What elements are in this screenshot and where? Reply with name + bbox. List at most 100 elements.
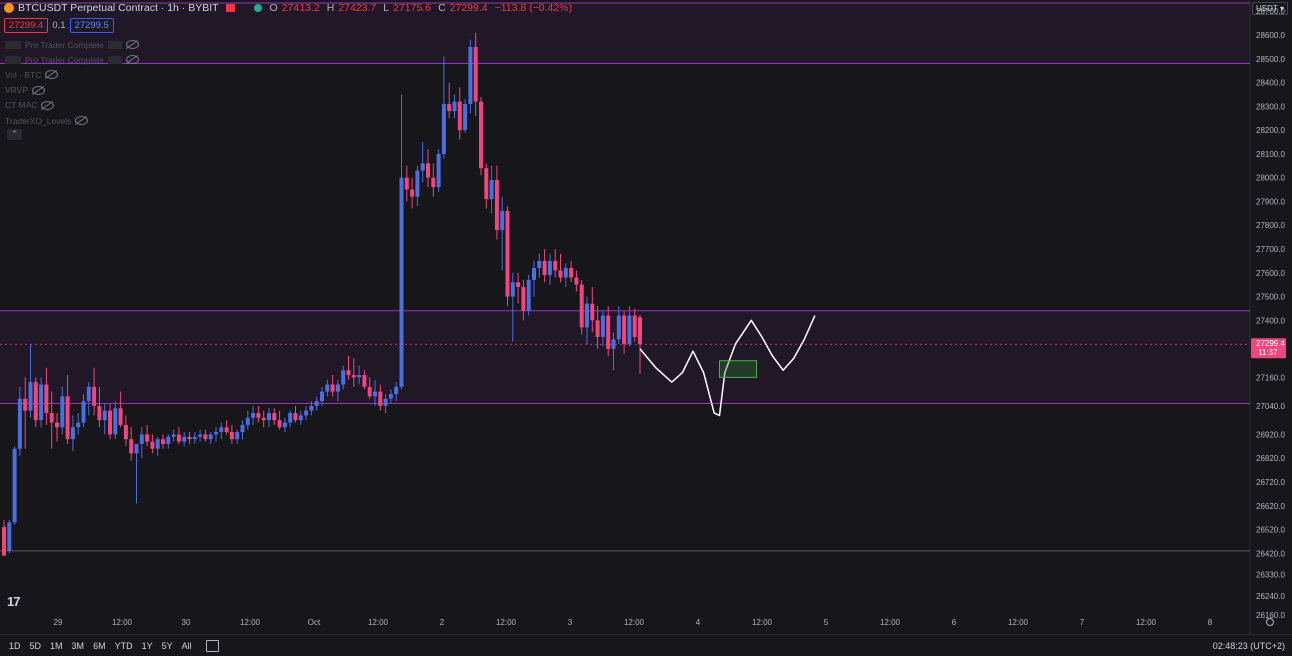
timeframe-1m[interactable]: 1M: [50, 641, 63, 651]
candle-body: [537, 260, 542, 269]
timeframe-5d[interactable]: 5D: [29, 641, 42, 651]
candle-body: [632, 315, 637, 337]
hidden-eye-icon[interactable]: [45, 70, 59, 80]
hidden-eye-icon[interactable]: [125, 40, 139, 50]
indicator-label: CT MAC: [5, 100, 38, 111]
indicator-swatch: [107, 40, 122, 49]
flag-icon[interactable]: [225, 4, 235, 12]
candle-body: [86, 386, 91, 402]
candle-body: [590, 303, 595, 321]
candle-body: [473, 46, 478, 102]
candle-body: [229, 432, 234, 440]
timeframe-ytd[interactable]: YTD: [114, 641, 133, 651]
candle-body: [606, 315, 611, 349]
indicator-item[interactable]: Pro Trader Complete: [5, 52, 139, 67]
y-tick-label: 26420.0: [1256, 549, 1285, 558]
candle-body: [108, 410, 112, 435]
candle-body: [378, 391, 383, 406]
candle-body: [394, 386, 399, 395]
x-tick-label: 5: [824, 618, 829, 627]
candle-body: [447, 103, 452, 112]
candle-body: [304, 410, 309, 416]
indicator-list: Pro Trader Complete Pro Trader Complete …: [5, 37, 139, 128]
indicator-item[interactable]: Vol · BTC: [5, 67, 139, 82]
hidden-eye-icon[interactable]: [125, 55, 139, 65]
hidden-eye-icon[interactable]: [32, 85, 45, 95]
price-badge: 27299.411:37: [1251, 338, 1286, 359]
currency-label: USDT: [1256, 4, 1278, 13]
buy-button[interactable]: 27299.5: [69, 18, 114, 33]
candle-body: [479, 101, 483, 169]
symbol-title[interactable]: BTCUSDT Perpetual Contract · 1h · BYBIT: [18, 2, 219, 14]
candle-body: [457, 101, 462, 131]
y-tick-label: 26620.0: [1256, 502, 1285, 511]
candle-body: [118, 408, 123, 425]
candle-body: [219, 427, 224, 433]
candle-body: [335, 384, 340, 392]
sell-button[interactable]: 27299.4: [4, 18, 49, 33]
candle-body: [346, 370, 351, 375]
y-tick-label: 28400.0: [1256, 79, 1285, 88]
spread-value: 0.1: [52, 20, 66, 31]
indicator-item[interactable]: Pro Trader Complete: [5, 37, 139, 52]
candle-body: [616, 315, 621, 340]
price-axis-panel: [1250, 0, 1292, 634]
candle-body: [574, 277, 579, 285]
indicator-item[interactable]: CT MAC: [5, 98, 139, 113]
candle-body: [563, 268, 568, 278]
candle-body: [2, 527, 6, 556]
target-box: [719, 360, 758, 378]
timeframe-1y[interactable]: 1Y: [141, 641, 153, 651]
candle-body: [235, 432, 240, 440]
indicator-item[interactable]: TraderXO_Levels: [5, 113, 139, 128]
candle-body: [516, 282, 521, 288]
x-tick-label: 29: [54, 618, 63, 627]
calendar-icon[interactable]: [205, 640, 219, 652]
indicator-item[interactable]: VRVP: [5, 83, 139, 98]
close-value: 27299.4: [449, 2, 488, 14]
y-tick-label: 28100.0: [1256, 150, 1285, 159]
indicator-swatch: [5, 55, 21, 64]
tradingview-logo[interactable]: 17: [7, 594, 21, 609]
candle-body: [532, 268, 536, 280]
candle-body: [611, 339, 616, 349]
candle-body: [600, 315, 605, 337]
candle-body: [150, 441, 155, 449]
clock[interactable]: 02:48:23 (UTC+2): [1212, 641, 1285, 651]
y-tick-label: 28700.0: [1256, 7, 1285, 16]
candle-body: [341, 370, 346, 385]
candle-body: [272, 413, 277, 421]
candle-body: [245, 417, 250, 425]
candle-body: [500, 210, 505, 230]
y-tick-label: 27700.0: [1256, 245, 1285, 254]
y-tick-label: 27400.0: [1256, 316, 1285, 325]
candle-body: [28, 382, 33, 411]
currency-select[interactable]: USDT ▾: [1252, 2, 1288, 15]
candle-body: [192, 436, 197, 440]
price-badge-value: 27299.4: [1256, 339, 1285, 348]
timeframe-5y[interactable]: 5Y: [161, 641, 173, 651]
bitcoin-logo-icon: [4, 3, 14, 13]
timeframe-6m[interactable]: 6M: [93, 641, 106, 651]
candle-body: [267, 413, 271, 421]
candle-body: [65, 396, 70, 440]
timeframe-3m[interactable]: 3M: [71, 641, 85, 651]
candle-body: [166, 436, 171, 444]
hidden-eye-icon[interactable]: [75, 116, 89, 126]
candle-body: [547, 260, 552, 276]
timeframe-1d[interactable]: 1D: [9, 641, 21, 651]
candle-body: [7, 522, 12, 551]
candle-body: [176, 434, 181, 442]
candle-body: [314, 401, 319, 406]
candle-body: [489, 180, 494, 200]
hidden-eye-icon[interactable]: [41, 100, 55, 110]
collapse-indicators-button[interactable]: ⌃: [7, 129, 22, 140]
candle-body: [383, 398, 388, 406]
x-tick-label: 12:00: [1008, 618, 1029, 627]
price-badge-countdown: 11:37: [1258, 348, 1278, 357]
x-tick-label: 12:00: [1136, 618, 1157, 627]
timeframe-all[interactable]: All: [181, 641, 192, 651]
candle-body: [256, 413, 261, 418]
